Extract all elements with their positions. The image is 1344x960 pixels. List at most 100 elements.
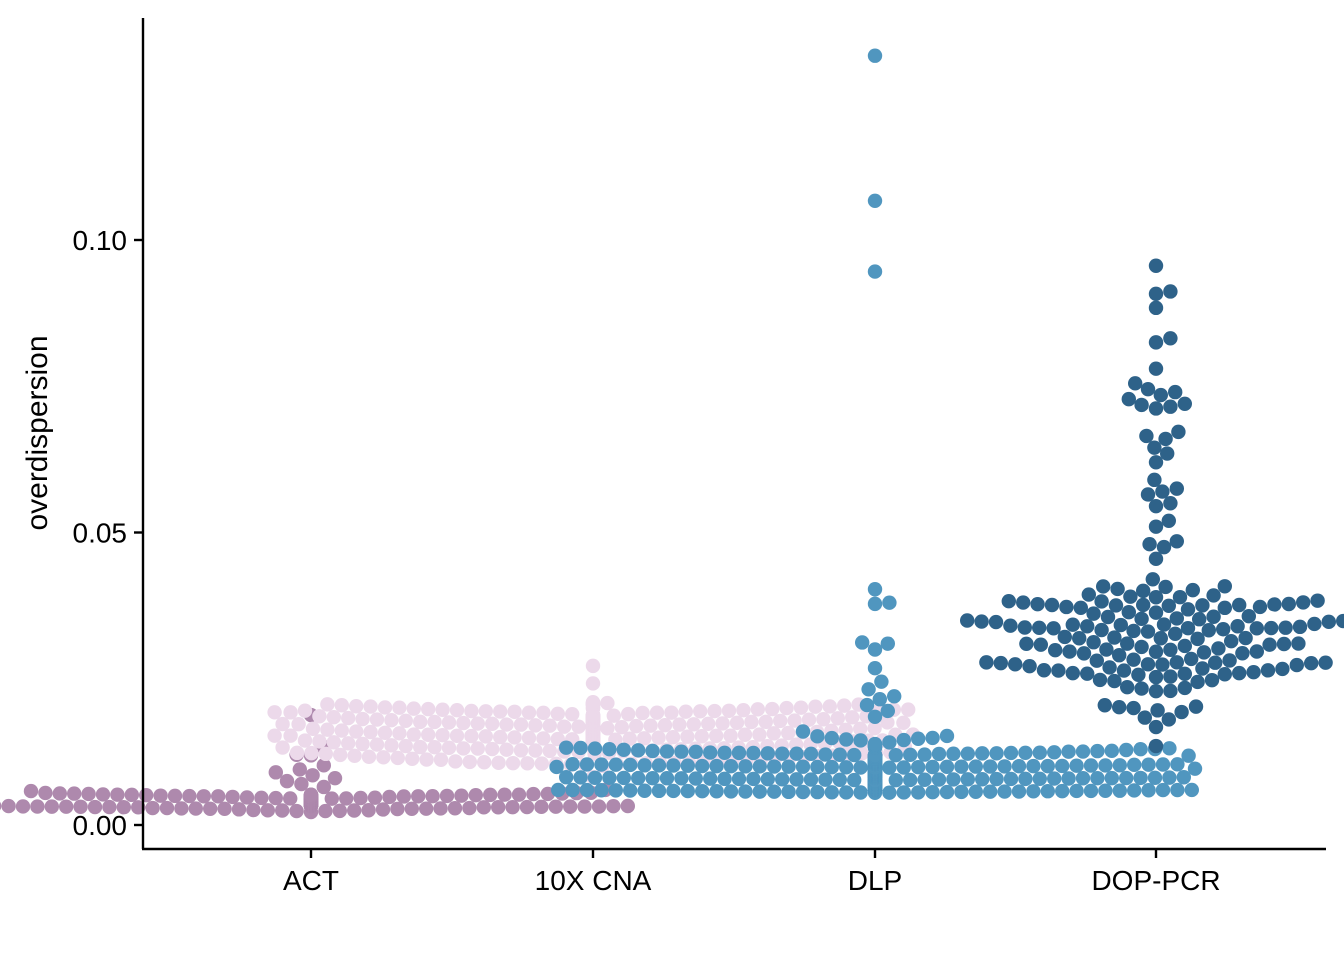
data-point [1148, 719, 1164, 735]
data-point [693, 704, 708, 719]
data-point [1059, 599, 1074, 615]
data-point [882, 735, 897, 750]
data-point [1190, 631, 1205, 647]
data-point [1102, 660, 1117, 675]
data-point [1026, 758, 1041, 774]
data-point [765, 701, 780, 717]
data-point [376, 750, 391, 765]
data-point [316, 758, 331, 773]
data-point [832, 772, 847, 787]
data-point [1155, 484, 1170, 499]
data-point [413, 739, 428, 755]
data-point [573, 770, 588, 785]
data-point [392, 700, 407, 715]
data-point [334, 698, 349, 713]
data-point [1238, 630, 1253, 646]
data-point [1116, 663, 1132, 678]
data-point [0, 801, 2, 811]
data-point [167, 788, 183, 804]
data-point [867, 596, 883, 612]
data-point [608, 757, 623, 772]
data-point [1086, 635, 1101, 650]
data-point [975, 746, 990, 761]
data-point [427, 714, 442, 730]
data-point [1108, 598, 1124, 613]
data-point [989, 771, 1004, 787]
data-point [421, 701, 436, 717]
data-point [666, 783, 681, 799]
data-point [67, 786, 82, 801]
data-point [694, 729, 709, 744]
data-point [507, 730, 522, 745]
data-point [1098, 758, 1113, 773]
data-point [1187, 761, 1203, 776]
data-point [651, 758, 667, 773]
data-point [587, 741, 603, 756]
data-point [493, 729, 508, 745]
data-point [521, 730, 537, 746]
data-point [1121, 391, 1137, 407]
data-point [1162, 770, 1177, 785]
data-point [1230, 619, 1245, 634]
data-point [1032, 771, 1048, 786]
data-point [239, 790, 255, 805]
data-point [478, 704, 493, 719]
data-point [1148, 455, 1164, 470]
data-point [551, 782, 566, 798]
data-point [1148, 683, 1164, 699]
data-point [550, 706, 565, 722]
y-tick-label: 0.10 [73, 225, 128, 256]
data-point [1086, 606, 1101, 621]
data-point [196, 789, 211, 804]
data-point [1249, 621, 1265, 636]
data-point [312, 734, 327, 749]
data-point [327, 771, 343, 786]
data-point [341, 710, 356, 726]
data-point [1162, 741, 1177, 756]
data-point [795, 724, 811, 739]
y-tick-label: 0.05 [73, 518, 128, 549]
data-point [353, 790, 368, 806]
data-point [283, 705, 298, 720]
data-point [267, 705, 282, 720]
data-point [1094, 622, 1109, 638]
data-point [637, 758, 652, 773]
data-point [1098, 783, 1113, 798]
data-point [901, 702, 916, 717]
data-point [803, 772, 819, 787]
data-point [433, 752, 449, 767]
data-point [1147, 440, 1162, 455]
data-point [880, 703, 895, 719]
data-point [911, 759, 926, 775]
data-point [1139, 428, 1154, 444]
data-point [847, 772, 862, 788]
data-point [419, 752, 434, 767]
data-point [1033, 637, 1049, 652]
data-point [289, 803, 304, 819]
data-point [896, 785, 911, 800]
data-point [1032, 620, 1047, 635]
data-point [882, 595, 897, 610]
data-point [837, 698, 852, 713]
data-point [425, 788, 440, 804]
data-point [824, 759, 839, 775]
data-point [30, 799, 45, 814]
data-point [738, 759, 753, 774]
data-point [1017, 620, 1032, 635]
data-point [931, 746, 947, 762]
data-point [396, 789, 411, 804]
data-point [1171, 424, 1186, 440]
data-point [1232, 597, 1247, 613]
data-point [1026, 784, 1041, 799]
data-point [483, 787, 498, 803]
data-point [1080, 619, 1095, 634]
data-point [1134, 397, 1149, 413]
data-point [1112, 758, 1128, 773]
data-point [1177, 638, 1193, 654]
data-point [709, 728, 724, 744]
data-point [867, 582, 883, 597]
data-point [1155, 757, 1171, 772]
data-point [903, 747, 918, 763]
data-point [536, 705, 551, 720]
data-point [622, 731, 637, 746]
